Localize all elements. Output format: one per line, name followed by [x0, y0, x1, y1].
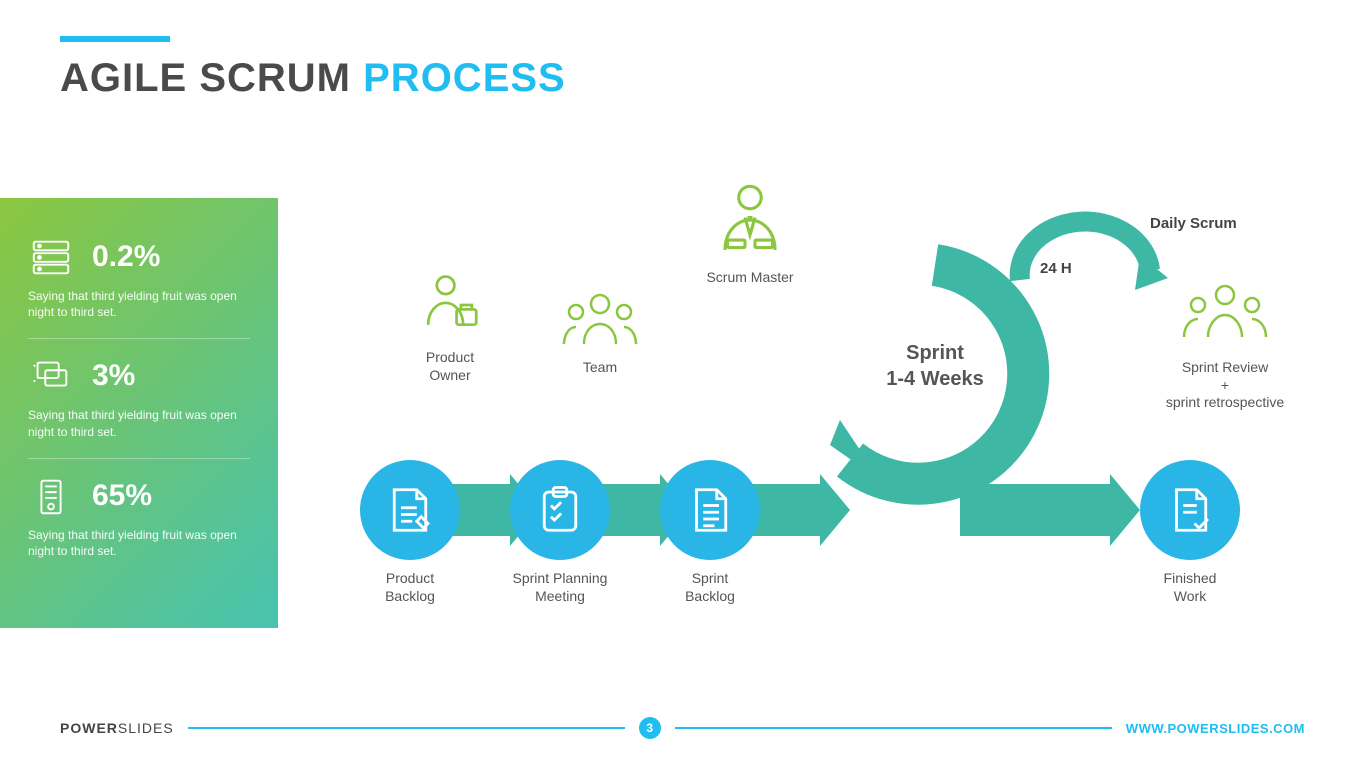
circle-step [510, 460, 610, 560]
slide-footer: POWERSLIDES 3 WWW.POWERSLIDES.COM [0, 717, 1365, 739]
footer-url: WWW.POWERSLIDES.COM [1126, 721, 1305, 736]
circle-step [360, 460, 460, 560]
stat-value: 0.2% [92, 240, 160, 274]
daily-duration-label: 24 H [1040, 260, 1072, 277]
step-label: Product Backlog [360, 570, 460, 605]
role-team: Team [540, 290, 660, 377]
circle-step [1140, 460, 1240, 560]
server-icon [28, 234, 74, 280]
scrum-diagram: Product Owner Team Scrum Master Sprint R… [320, 160, 1340, 660]
page-number-badge: 3 [639, 717, 661, 739]
role-label: Sprint Review + sprint retrospective [1140, 359, 1310, 412]
person-tie-icon [710, 180, 790, 260]
role-label: Product Owner [390, 349, 510, 384]
stat-desc: Saying that third yielding fruit was ope… [28, 288, 250, 320]
stat-desc: Saying that third yielding fruit was ope… [28, 407, 250, 439]
step-product-backlog: Product Backlog [360, 460, 460, 605]
stat-item: 65% Saying that third yielding fruit was… [28, 459, 250, 577]
stat-desc: Saying that third yielding fruit was ope… [28, 527, 250, 559]
daily-scrum-label: Daily Scrum [1150, 215, 1237, 232]
stat-value: 3% [92, 359, 135, 393]
stat-value: 65% [92, 479, 152, 513]
brand-bold: POWER [60, 720, 118, 736]
title-part1: AGILE SCRUM [60, 56, 363, 100]
role-product-owner: Product Owner [390, 270, 510, 384]
stats-sidebar: 0.2% Saying that third yielding fruit wa… [0, 198, 278, 628]
devices-icon [28, 353, 74, 399]
step-label: Sprint Backlog [660, 570, 760, 605]
document-pencil-icon [383, 483, 437, 537]
role-label: Team [540, 359, 660, 377]
step-finished-work: Finished Work [1140, 460, 1240, 605]
document-lines-icon [683, 483, 737, 537]
page-title: AGILE SCRUM PROCESS [60, 56, 566, 101]
step-label: Finished Work [1140, 570, 1240, 605]
person-briefcase-icon [415, 270, 485, 340]
step-sprint-backlog: Sprint Backlog [660, 460, 760, 605]
sprint-label: Sprint 1-4 Weeks [860, 340, 1010, 392]
tower-icon [28, 473, 74, 519]
brand-logo: POWERSLIDES [60, 720, 174, 736]
circle-step [660, 460, 760, 560]
people-group-icon [560, 290, 640, 350]
footer-divider [188, 727, 625, 729]
step-label: Sprint Planning Meeting [510, 570, 610, 605]
title-accent-bar [60, 36, 170, 42]
clipboard-check-icon [533, 483, 587, 537]
title-part2: PROCESS [363, 56, 566, 100]
brand-light: SLIDES [118, 720, 174, 736]
footer-divider [675, 727, 1112, 729]
document-check-icon [1163, 483, 1217, 537]
stat-item: 0.2% Saying that third yielding fruit wa… [28, 220, 250, 339]
stat-item: 3% Saying that third yielding fruit was … [28, 339, 250, 458]
step-sprint-planning: Sprint Planning Meeting [510, 460, 610, 605]
